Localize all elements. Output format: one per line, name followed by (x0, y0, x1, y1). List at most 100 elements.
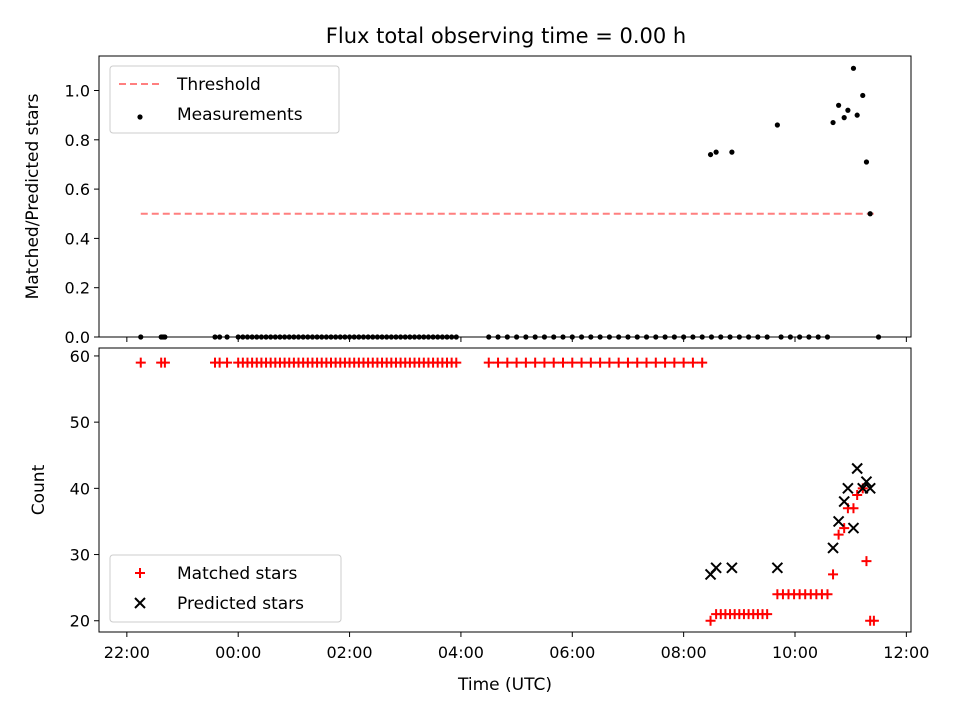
measurement-point (551, 334, 557, 340)
measurement-point (439, 334, 445, 340)
predicted-star-marker (842, 482, 854, 495)
measurement-point (541, 334, 548, 340)
measurement-point (597, 334, 603, 340)
matched-star-marker (135, 357, 146, 368)
predicted-star-marker (864, 482, 876, 495)
matched-star-marker (530, 357, 541, 368)
measurement-point (854, 112, 860, 118)
matched-star-marker (558, 357, 568, 368)
legend-label: Predicted stars (177, 594, 304, 614)
predicted-star-marker (860, 476, 873, 488)
measurement-point (523, 334, 529, 340)
matched-star-marker (650, 357, 661, 368)
measurement-point (625, 334, 631, 340)
measurement-point (356, 334, 362, 340)
measurement-point (504, 334, 510, 340)
measurement-point (384, 334, 390, 340)
measurement-point (875, 334, 882, 340)
legend-key-predicted (134, 597, 146, 609)
measurement-point (398, 334, 404, 340)
matched-star-marker (493, 357, 504, 368)
y-tick-label: 30 (70, 546, 90, 565)
matched-star-marker (548, 357, 559, 368)
measurement-point (824, 334, 831, 340)
legend-key-measurements (137, 114, 143, 120)
measurement-point (532, 334, 538, 340)
measurement-point (411, 334, 418, 340)
matched-star-marker (762, 609, 773, 620)
measurement-point (718, 334, 724, 340)
x-tick-label: 12:00 (883, 643, 929, 662)
measurement-point (690, 334, 696, 340)
measurement-point (277, 334, 283, 340)
matched-star-marker (613, 357, 624, 368)
y-tick-label: 20 (70, 612, 90, 631)
matched-star-marker (828, 569, 839, 580)
measurement-point (162, 334, 168, 340)
measurement-point (560, 334, 566, 340)
matched-star-marker (585, 357, 596, 368)
matched-star-marker (848, 503, 859, 514)
measurement-point (365, 334, 371, 340)
measurement-point (254, 334, 260, 340)
matched-star-marker (622, 357, 633, 368)
matched-star-marker (822, 589, 833, 600)
y-axis-label: Matched/Predicted stars (23, 93, 43, 299)
measurement-point (337, 334, 343, 340)
y-tick-label: 50 (70, 413, 90, 432)
measurement-point (407, 334, 413, 340)
measurement-point (736, 334, 742, 340)
predicted-star-marker (710, 562, 722, 574)
measurement-point (425, 334, 432, 340)
legend-label: Threshold (176, 75, 261, 95)
matched-star-marker (669, 357, 680, 368)
matched-star-marker (678, 357, 689, 368)
measurement-point (314, 334, 320, 340)
y-tick-label: 40 (70, 479, 90, 498)
measurement-point (588, 334, 594, 340)
bottom-plot: 20 30 40 50 60 22:00 00:00 02:00 04:00 06:00 08:00… (29, 347, 929, 695)
predicted-star-marker (847, 522, 860, 534)
measurement-point (224, 334, 230, 340)
measurement-point (346, 334, 353, 340)
matched-star-marker (604, 357, 615, 368)
measurement-point (268, 334, 274, 340)
measurement-point (435, 334, 441, 340)
matched-star-marker (660, 357, 671, 368)
measurement-point (244, 334, 251, 340)
matched-star-marker (159, 357, 170, 368)
measurement-point (342, 334, 348, 340)
plot-area (135, 357, 879, 626)
matched-star-marker (632, 357, 643, 368)
x-tick-label: 02:00 (327, 643, 373, 662)
legend-label: Measurements (177, 105, 303, 125)
measurement-point (282, 334, 288, 340)
legend-label: Matched stars (177, 564, 297, 584)
figure-title: Flux total observing time = 0.00 h (326, 24, 686, 48)
measurement-point (217, 334, 223, 340)
predicted-star-marker (827, 542, 839, 554)
measurement-point (402, 334, 408, 340)
measurement-point (305, 334, 311, 340)
x-tick-label: 00:00 (215, 643, 261, 662)
measurement-point (319, 334, 325, 340)
y-tick-label: 0.6 (65, 180, 90, 199)
measurement-point (295, 334, 302, 340)
matched-star-marker (705, 615, 716, 626)
measurement-point (351, 334, 357, 340)
matched-star-marker (451, 357, 462, 368)
measurement-point (360, 334, 367, 340)
measurement-point (653, 334, 659, 340)
measurement-point (778, 334, 784, 340)
matched-star-marker (520, 357, 531, 368)
measurement-point (291, 334, 297, 340)
measurement-point (643, 334, 650, 340)
measurement-point (764, 334, 770, 340)
measurement-point (729, 149, 735, 155)
legend-box (109, 554, 342, 623)
measurement-point (787, 334, 793, 340)
matched-star-marker (567, 357, 578, 368)
measurement-point (212, 334, 218, 340)
measurement-point (374, 334, 380, 340)
